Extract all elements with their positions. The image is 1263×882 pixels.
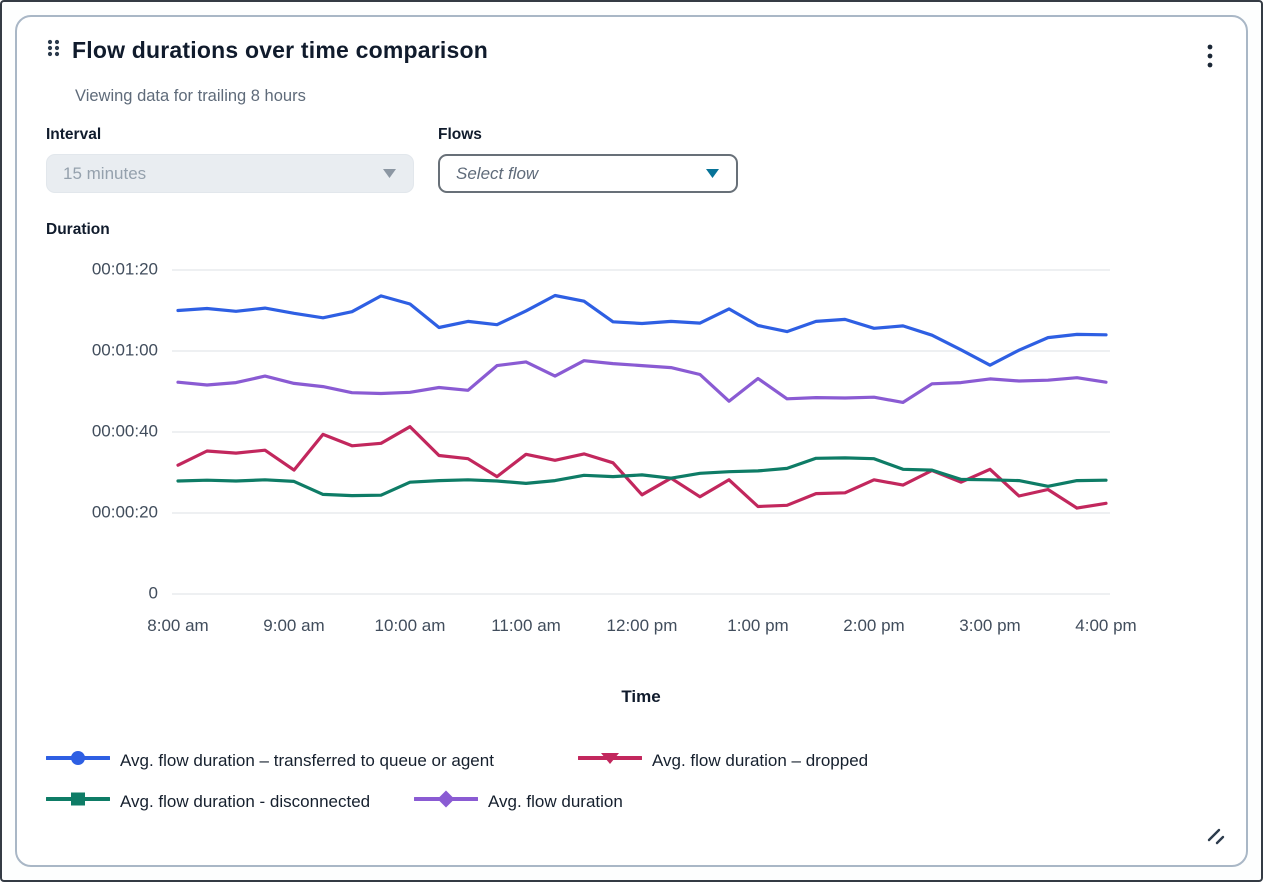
legend-item-label: Avg. flow duration – transferred to queu… [120, 750, 494, 770]
legend-circle-marker-icon [45, 749, 111, 772]
flows-label: Flows [438, 126, 482, 143]
duration-line-chart: 00:01:20 00:01:00 00:00:40 00:00:20 0 8:00 am… [92, 259, 1137, 635]
series-line-0 [176, 293, 1108, 367]
chevron-down-icon [705, 164, 720, 184]
svg-text:00:01:20: 00:01:20 [92, 259, 158, 278]
legend-triangle-down-marker-icon [577, 749, 643, 772]
legend-item-series-3[interactable]: Avg. flow duration [413, 790, 623, 813]
svg-text:0: 0 [149, 583, 158, 602]
x-axis-title: Time [621, 687, 661, 706]
chart-area[interactable]: 00:01:20 00:01:00 00:00:40 00:00:20 0 8:00 am… [46, 239, 1217, 643]
interval-value: 15 minutes [63, 163, 147, 183]
flows-placeholder: Select flow [456, 163, 539, 183]
svg-text:4:00 pm: 4:00 pm [1075, 616, 1136, 635]
legend-item-label: Avg. flow duration [488, 791, 623, 811]
svg-text:00:00:20: 00:00:20 [92, 502, 158, 521]
svg-text:3:00 pm: 3:00 pm [959, 616, 1020, 635]
flows-select[interactable]: Select flow [438, 154, 738, 193]
widget-title: Flow durations over time comparison [72, 37, 488, 63]
legend-diamond-marker-icon [413, 790, 479, 813]
chart-legend: Avg. flow duration – transferred to queu… [45, 749, 1217, 813]
flow-durations-widget-card: Flow durations over time comparison View… [15, 15, 1248, 867]
svg-text:10:00 am: 10:00 am [375, 616, 446, 635]
interval-select[interactable]: 15 minutes [46, 154, 414, 193]
svg-text:2:00 pm: 2:00 pm [843, 616, 904, 635]
y-axis-title: Duration [46, 221, 110, 238]
legend-item-label: Avg. flow duration – dropped [652, 750, 869, 770]
series-line-2 [176, 456, 1108, 498]
legend-item-label: Avg. flow duration - disconnected [120, 791, 371, 811]
svg-text:00:00:40: 00:00:40 [92, 421, 158, 440]
widget-subtitle: Viewing data for trailing 8 hours [75, 87, 306, 105]
y-tick-labels: 00:01:20 00:01:00 00:00:40 00:00:20 0 [92, 259, 158, 602]
svg-text:00:01:00: 00:01:00 [92, 340, 158, 359]
controls-row: Interval 15 minutes Flows Select flow [46, 126, 1217, 193]
legend-item-series-0[interactable]: Avg. flow duration – transferred to queu… [45, 749, 578, 772]
svg-text:12:00 pm: 12:00 pm [607, 616, 678, 635]
widget-header: Flow durations over time comparison [46, 37, 1217, 78]
resize-grip-icon[interactable] [1206, 826, 1226, 851]
svg-text:9:00 am: 9:00 am [263, 616, 324, 635]
h-gridlines [172, 269, 1110, 595]
interval-field: Interval 15 minutes [46, 126, 414, 193]
x-tick-labels: 8:00 am 9:00 am 10:00 am 11:00 am 12:00 pm 1:… [147, 616, 1136, 635]
legend-row: Avg. flow duration - disconnected Avg. fl… [45, 790, 1217, 813]
legend-item-series-1[interactable]: Avg. flow duration – dropped [577, 749, 869, 772]
flows-field: Flows Select flow [438, 126, 738, 193]
series-line-1 [176, 425, 1108, 510]
kebab-menu-icon [1207, 44, 1213, 72]
svg-text:1:00 pm: 1:00 pm [727, 616, 788, 635]
legend-square-marker-icon [45, 790, 111, 813]
svg-text:11:00 am: 11:00 am [491, 616, 561, 635]
widget-menu-button[interactable] [1199, 37, 1221, 78]
interval-label: Interval [46, 126, 102, 143]
series-line-3 [176, 359, 1108, 404]
chevron-down-icon [382, 164, 397, 184]
svg-text:8:00 am: 8:00 am [147, 616, 208, 635]
drag-handle-icon[interactable] [46, 37, 61, 64]
legend-item-series-2[interactable]: Avg. flow duration - disconnected [45, 790, 414, 813]
legend-row: Avg. flow duration – transferred to queu… [45, 749, 1217, 772]
